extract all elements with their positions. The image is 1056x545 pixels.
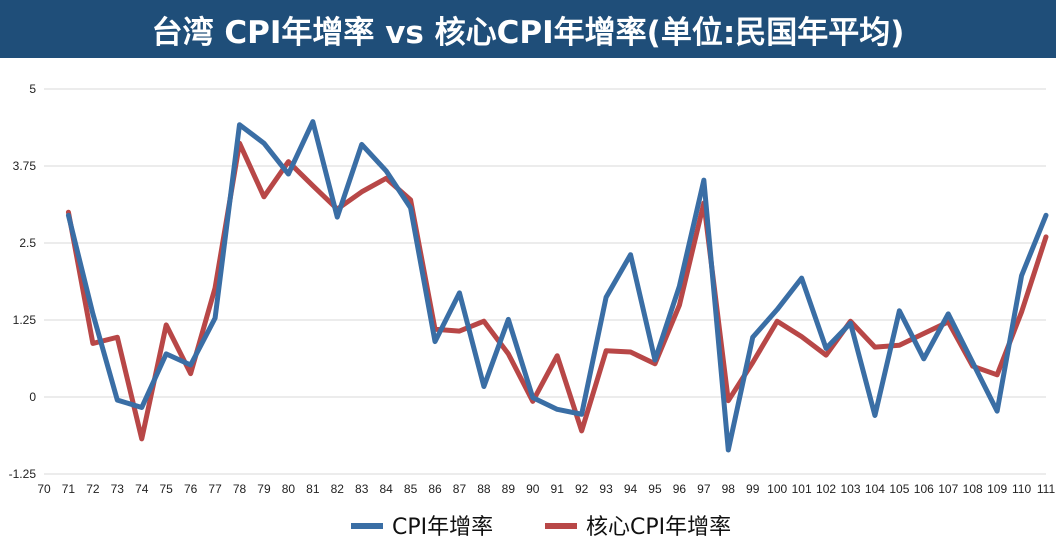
x-tick-label: 70 (37, 482, 51, 496)
x-tick-label: 81 (306, 482, 320, 496)
x-tick-label: 72 (86, 482, 100, 496)
x-tick-label: 78 (233, 482, 247, 496)
x-tick-label: 96 (673, 482, 687, 496)
x-tick-label: 83 (355, 482, 369, 496)
chart-title: 台湾 CPI年增率 vs 核心CPI年增率(单位:民国年平均) (151, 14, 905, 51)
y-tick-label: -1.25 (9, 467, 37, 481)
x-tick-label: 93 (599, 482, 613, 496)
x-tick-label: 98 (722, 482, 736, 496)
x-tick-label: 111 (1037, 482, 1056, 496)
series-line-core-cpi (65, 140, 1049, 442)
y-tick-label: 0 (29, 390, 36, 404)
x-tick-label: 101 (792, 482, 812, 496)
x-tick-label: 77 (208, 482, 222, 496)
x-tick-label: 82 (331, 482, 345, 496)
title-bar: 台湾 CPI年增率 vs 核心CPI年增率(单位:民国年平均) (0, 0, 1056, 58)
x-tick-label: 109 (987, 482, 1007, 496)
y-tick-label: 1.25 (13, 313, 37, 327)
legend-label: 核心CPI年增率 (586, 515, 731, 540)
x-tick-label: 97 (697, 482, 711, 496)
x-tick-label: 90 (526, 482, 540, 496)
y-tick-label: 5 (29, 82, 36, 96)
x-tick-label: 74 (135, 482, 149, 496)
x-tick-label: 100 (767, 482, 787, 496)
x-tick-label: 84 (379, 482, 393, 496)
x-tick-label: 103 (840, 482, 860, 496)
x-tick-label: 104 (865, 482, 885, 496)
x-tick-label: 95 (648, 482, 662, 496)
x-tick-label: 107 (938, 482, 958, 496)
x-tick-label: 94 (624, 482, 638, 496)
y-tick-label: 3.75 (13, 159, 37, 173)
x-tick-label: 102 (816, 482, 836, 496)
legend-label: CPI年增率 (392, 515, 493, 540)
x-tick-label: 88 (477, 482, 491, 496)
x-tick-label: 79 (257, 482, 271, 496)
x-tick-label: 92 (575, 482, 589, 496)
x-tick-label: 106 (914, 482, 934, 496)
x-tick-label: 108 (963, 482, 983, 496)
x-tick-label: 99 (746, 482, 760, 496)
x-tick-label: 89 (502, 482, 516, 496)
x-tick-label: 75 (160, 482, 174, 496)
x-tick-label: 110 (1012, 482, 1031, 496)
x-tick-label: 76 (184, 482, 198, 496)
x-tick-label: 91 (551, 482, 565, 496)
y-tick-label: 2.5 (19, 236, 36, 250)
x-tick-label: 80 (282, 482, 296, 496)
x-tick-label: 105 (889, 482, 909, 496)
x-tick-label: 73 (111, 482, 125, 496)
x-tick-label: 85 (404, 482, 418, 496)
x-tick-label: 86 (428, 482, 442, 496)
x-tick-label: 87 (453, 482, 467, 496)
x-tick-label: 71 (62, 482, 76, 496)
series-line-cpi (65, 119, 1049, 453)
